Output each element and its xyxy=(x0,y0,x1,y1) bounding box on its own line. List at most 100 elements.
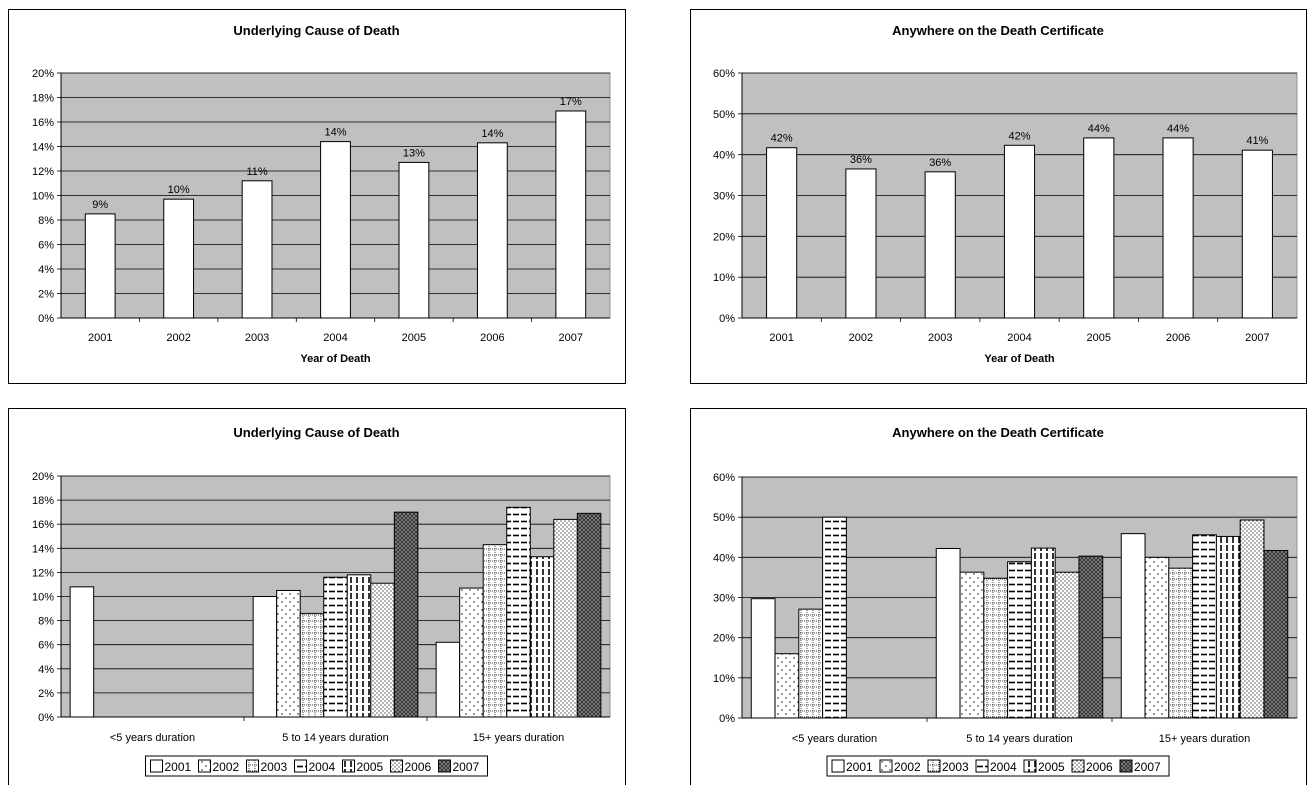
bar-2004 xyxy=(1192,534,1217,719)
data-label: 10% xyxy=(168,184,190,196)
x-tick-label: 2007 xyxy=(1245,332,1269,344)
y-tick-label: 50% xyxy=(713,512,735,524)
bar-2006 xyxy=(553,518,578,718)
bar-2002 xyxy=(1144,556,1170,719)
y-tick-label: 40% xyxy=(713,552,735,564)
y-tick-label: 10% xyxy=(713,272,735,284)
y-tick-label: 0% xyxy=(719,713,735,725)
y-tick-label: 40% xyxy=(713,150,735,162)
y-tick-label: 8% xyxy=(38,215,54,227)
chart-3: Underlying Cause of Death 0% 2% 4% 6% 8% 10% 12… xyxy=(8,408,626,785)
x-tick-label: 2006 xyxy=(480,332,504,344)
bar xyxy=(241,180,273,319)
bar-2001 xyxy=(1120,533,1146,719)
x-tick-label: 2002 xyxy=(166,332,190,344)
legend-label: 2004 xyxy=(309,760,336,774)
chart-title: Anywhere on the Death Certificate xyxy=(892,23,1104,38)
bar xyxy=(1003,144,1036,319)
x-tick-label: 2001 xyxy=(88,332,112,344)
x-axis-title: Year of Death xyxy=(984,353,1055,365)
y-tick-label: 20% xyxy=(713,231,735,243)
legend-label: 2007 xyxy=(1134,760,1161,774)
legend-swatch-2003 xyxy=(927,759,941,773)
data-label: 14% xyxy=(481,128,503,140)
legend-label: 2003 xyxy=(942,760,969,774)
y-tick-label: 4% xyxy=(38,264,54,276)
y-tick-label: 6% xyxy=(38,640,54,652)
legend-label: 2005 xyxy=(357,760,384,774)
legend: 2001 2002 2003 2004 2005 2006 2007 xyxy=(826,755,1170,777)
bar-2005 xyxy=(1215,535,1241,719)
bar xyxy=(1241,149,1273,319)
bar-2005 xyxy=(346,574,372,718)
legend-swatch-2006 xyxy=(1071,759,1085,773)
bar-2001 xyxy=(750,598,776,719)
bar-2007 xyxy=(393,511,419,718)
y-tick-label: 0% xyxy=(38,712,54,724)
x-tick-label: 2005 xyxy=(402,332,426,344)
bar xyxy=(163,198,195,319)
bar xyxy=(1162,137,1194,319)
bar xyxy=(1083,137,1115,319)
bar-2007 xyxy=(1263,550,1289,719)
data-label: 36% xyxy=(929,157,951,169)
y-tick-label: 20% xyxy=(32,68,54,80)
legend-label: 2007 xyxy=(453,760,480,774)
bar xyxy=(845,168,877,319)
legend-label: 2002 xyxy=(213,760,240,774)
x-tick-label: 2007 xyxy=(559,332,583,344)
y-tick-label: 30% xyxy=(713,191,735,203)
chart-4: Anywhere on the Death Certificate 0% 10% 20… xyxy=(690,408,1307,785)
bar-2003 xyxy=(482,544,508,718)
data-label: 11% xyxy=(246,166,267,178)
bar-2001 xyxy=(69,586,95,718)
x-tick-label: 2003 xyxy=(245,332,269,344)
legend-swatch-2005 xyxy=(342,759,355,773)
y-tick-label: 16% xyxy=(32,519,54,531)
x-tick-label: 2002 xyxy=(849,332,873,344)
legend-swatch-2001 xyxy=(831,759,845,773)
legend-label: 2003 xyxy=(261,760,288,774)
y-tick-label: 10% xyxy=(32,191,54,203)
data-label: 36% xyxy=(850,154,872,166)
y-tick-label: 12% xyxy=(32,567,54,579)
y-tick-label: 60% xyxy=(713,472,735,484)
legend-swatch-2001 xyxy=(150,759,163,773)
y-tick-label: 6% xyxy=(38,240,54,252)
bar xyxy=(476,142,508,319)
bar-2001 xyxy=(435,641,461,718)
legend-swatch-2007 xyxy=(1119,759,1133,773)
data-label: 17% xyxy=(560,96,582,108)
data-label: 13% xyxy=(403,147,425,159)
x-tick-label: <5 years duration xyxy=(110,732,195,744)
bar-2006 xyxy=(1054,571,1080,719)
legend-swatch-2004 xyxy=(294,759,307,773)
y-tick-label: 20% xyxy=(713,633,735,645)
y-tick-label: 12% xyxy=(32,166,54,178)
y-tick-label: 4% xyxy=(38,664,54,676)
x-tick-label: 5 to 14 years duration xyxy=(966,733,1072,745)
data-label: 44% xyxy=(1167,123,1189,135)
chart-title: Underlying Cause of Death xyxy=(233,425,399,440)
x-tick-label: 2001 xyxy=(769,332,793,344)
legend: 2001 2002 2003 2004 2005 2006 2007 xyxy=(145,755,488,777)
bar xyxy=(398,161,430,319)
x-tick-label: <5 years duration xyxy=(792,733,877,745)
chart-title: Anywhere on the Death Certificate xyxy=(892,425,1104,440)
bar-2007 xyxy=(576,512,602,718)
bar-2002 xyxy=(774,653,800,719)
y-tick-label: 2% xyxy=(38,289,54,301)
bar-2002 xyxy=(459,587,484,718)
y-tick-label: 18% xyxy=(32,495,54,507)
legend-swatch-2006 xyxy=(390,759,403,773)
bar-2004 xyxy=(822,516,847,719)
x-tick-label: 2004 xyxy=(323,332,347,344)
bar-2003 xyxy=(1168,567,1194,719)
chart-2: Anywhere on the Death Certificate 0% 10% 20… xyxy=(690,9,1307,384)
legend-swatch-2002 xyxy=(879,759,893,773)
bar-2003 xyxy=(798,608,824,719)
legend-swatch-2005 xyxy=(1023,759,1037,773)
legend-swatch-2002 xyxy=(198,759,211,773)
data-label: 42% xyxy=(771,133,793,145)
legend-swatch-2003 xyxy=(246,759,259,773)
